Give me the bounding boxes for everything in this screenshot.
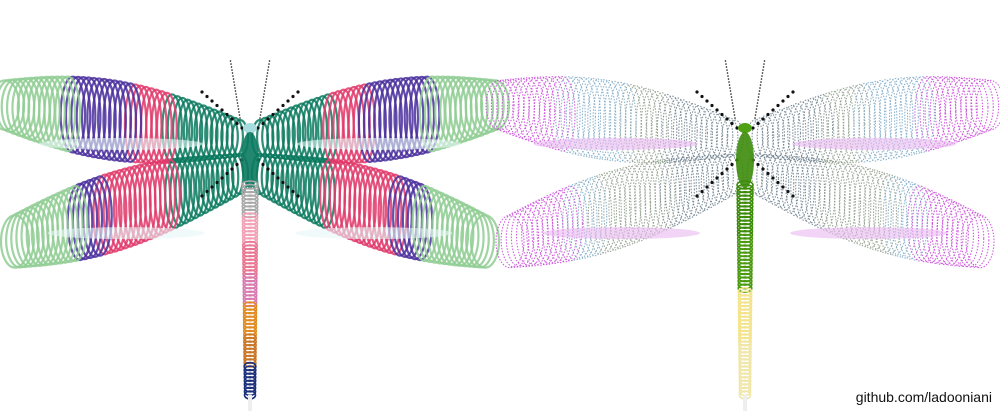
lower-wing-left [495, 153, 744, 269]
upper-wing-left [0, 75, 250, 164]
upper-wing-right [746, 76, 1000, 164]
legs [200, 90, 300, 198]
lower-wing-right [746, 153, 995, 269]
upper-wing-left [485, 76, 744, 164]
head [738, 123, 752, 133]
antennae [724, 60, 766, 119]
antennae [229, 60, 271, 119]
thorax [736, 132, 754, 188]
abdomen [736, 180, 754, 411]
tail-tip [743, 395, 747, 411]
upper-wing-right [250, 75, 511, 164]
tail-tip [248, 395, 252, 411]
thorax [241, 132, 259, 188]
head [243, 123, 257, 133]
lower-wing-right [250, 152, 501, 269]
left-dragonfly [0, 60, 511, 411]
lower-wing-left [0, 152, 250, 269]
right-dragonfly [485, 60, 1000, 411]
credit-text: github.com/ladooniani [855, 389, 992, 405]
abdomen [241, 180, 259, 411]
